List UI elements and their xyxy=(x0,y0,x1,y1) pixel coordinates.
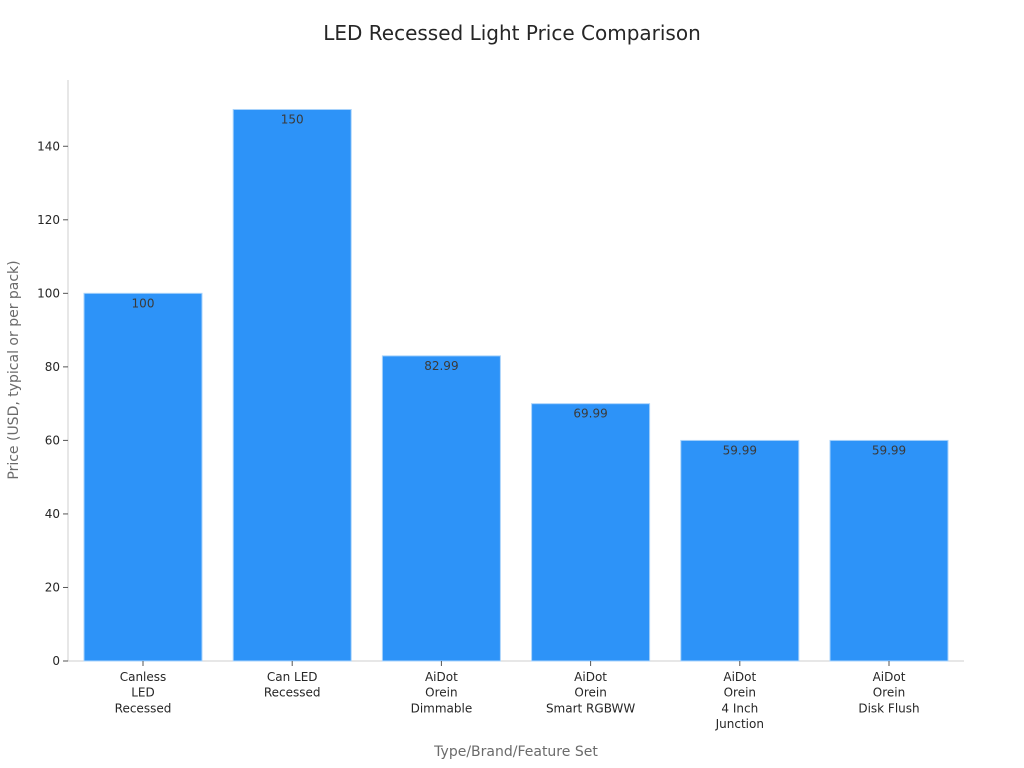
data-labels-group: 100 150 82.99 69.99 59.99 59.99 xyxy=(132,113,907,458)
bar-value-label: 69.99 xyxy=(573,407,607,421)
bar xyxy=(232,109,352,662)
chart-title: LED Recessed Light Price Comparison xyxy=(323,21,701,45)
x-tick-label-line: Disk Flush xyxy=(858,701,919,715)
bar xyxy=(381,355,501,662)
x-tick-label-line: LED xyxy=(131,686,155,700)
y-tick-label: 60 xyxy=(45,433,60,447)
x-tick-label-line: Junction xyxy=(715,717,764,731)
bar xyxy=(531,403,651,662)
x-tick-label: AiDot Orein Disk Flush xyxy=(858,670,919,715)
y-tick-label: 100 xyxy=(37,286,60,300)
x-tick-label: AiDot Orein 4 Inch Junction xyxy=(715,670,764,731)
x-tick-label-line: Smart RGBWW xyxy=(546,701,635,715)
x-tick-label: Can LED Recessed xyxy=(264,670,321,700)
x-tick-label-line: AiDot xyxy=(574,670,607,684)
y-tick-label: 80 xyxy=(45,360,60,374)
x-tick-label-line: Recessed xyxy=(264,686,321,700)
y-tick-label: 120 xyxy=(37,213,60,227)
x-tick-label: AiDot Orein Dimmable xyxy=(411,670,473,715)
x-tick-label: Canless LED Recessed xyxy=(115,670,172,715)
x-tick-label: AiDot Orein Smart RGBWW xyxy=(546,670,635,715)
bar-value-label: 59.99 xyxy=(723,443,757,457)
bar xyxy=(829,439,949,662)
y-tick-label: 20 xyxy=(45,580,60,594)
x-tick-label-line: 4 Inch xyxy=(721,701,758,715)
x-tick-label-line: AiDot xyxy=(425,670,458,684)
x-tick-label-line: Can LED xyxy=(267,670,318,684)
x-tick-label-line: Recessed xyxy=(115,701,172,715)
bar-value-label: 100 xyxy=(132,296,155,310)
bar-value-label: 82.99 xyxy=(424,359,458,373)
y-tick-label: 140 xyxy=(37,139,60,153)
x-tick-label-line: Orein xyxy=(724,686,756,700)
bar xyxy=(680,439,800,662)
bar xyxy=(83,292,203,662)
x-tick-label-line: AiDot xyxy=(873,670,906,684)
x-tick-label-line: AiDot xyxy=(723,670,756,684)
x-axis-label: Type/Brand/Feature Set xyxy=(433,744,598,760)
x-tick-label-line: Canless xyxy=(120,670,167,684)
x-tick-label-line: Orein xyxy=(425,686,457,700)
bar-value-label: 150 xyxy=(281,113,304,127)
y-axis-ticks: 0 20 40 60 80 100 120 140 xyxy=(37,139,68,668)
x-tick-label-line: Orein xyxy=(873,686,905,700)
bars-group xyxy=(83,109,949,662)
y-axis-label: Price (USD, typical or per pack) xyxy=(6,260,22,479)
x-tick-label-line: Dimmable xyxy=(411,701,473,715)
x-tick-label-line: Orein xyxy=(574,686,606,700)
y-tick-label: 40 xyxy=(45,507,60,521)
y-tick-label: 0 xyxy=(52,654,60,668)
bar-value-label: 59.99 xyxy=(872,443,906,457)
